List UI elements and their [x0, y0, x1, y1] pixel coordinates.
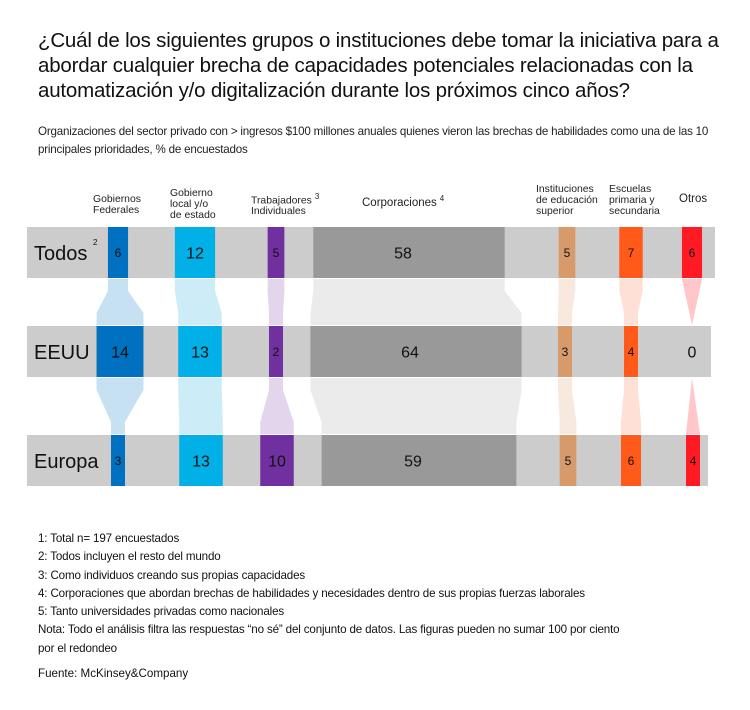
bar-corp-todos	[313, 227, 505, 278]
column-header-local-line: Gobierno	[170, 188, 213, 199]
value-label-esc-eeuu: 4	[628, 345, 635, 359]
flow-fed-0	[96, 279, 144, 325]
footnote-3: 3: Como individuos creando sus propias c…	[38, 568, 306, 582]
bar-esc-europa	[620, 435, 642, 486]
flow-otros-1	[686, 378, 700, 434]
value-label-fed-todos: 6	[115, 246, 122, 260]
footnote-note: Nota: Todo el análisis filtra las respue…	[38, 623, 620, 637]
flow-corp-1	[310, 378, 522, 434]
bar-trab-todos	[267, 227, 285, 278]
value-label-educ-eeuu: 3	[562, 345, 569, 359]
value-label-otros-europa: 4	[690, 454, 697, 468]
value-label-local-eeuu: 13	[191, 344, 209, 361]
value-label-otros-todos: 6	[689, 246, 696, 260]
column-header-esc: Escuelas primaria y secundaria	[609, 184, 660, 217]
bar-local-eeuu	[178, 326, 222, 377]
row-footnote-todos: 2	[93, 238, 98, 247]
flow-local-0	[174, 279, 222, 325]
footnote-5: 5: Tanto universidades privadas como nac…	[38, 605, 285, 619]
value-label-trab-europa: 10	[268, 453, 286, 470]
column-header-educ-line: superior	[536, 206, 574, 217]
column-header-local-line: local y/o	[170, 199, 209, 210]
flow-trab-1	[260, 378, 294, 434]
value-label-corp-eeuu: 64	[401, 344, 419, 361]
flow-esc-1	[620, 378, 642, 434]
footnote-note-cont: por el redondeo	[38, 641, 117, 655]
column-header-corp-footnote: 4	[439, 194, 445, 203]
value-label-fed-eeuu: 14	[111, 344, 129, 361]
value-label-trab-todos: 5	[273, 246, 280, 260]
bar-local-todos	[174, 227, 216, 278]
row-label-eeuu: EEUU	[34, 342, 90, 364]
column-header-corp: Corporaciones 4	[362, 193, 444, 209]
footnote-1: 1: Total n= 197 encuestados	[38, 532, 180, 545]
flow-corp-0	[310, 279, 522, 325]
row-label-todos: Todos	[34, 243, 87, 265]
footnote-4: 4: Corporaciones que abordan brechas de …	[38, 586, 585, 600]
value-label-esc-europa: 6	[628, 454, 635, 468]
bar-otros-europa	[686, 435, 700, 486]
bar-educ-eeuu	[558, 326, 572, 377]
column-header-esc-line: Escuelas	[609, 184, 652, 195]
column-header-fed-line: Federales	[93, 205, 140, 216]
footnote-2: 2: Todos incluyen el resto del mundo	[38, 550, 221, 564]
flow-fed-1	[96, 378, 144, 434]
bar-trab-europa	[260, 435, 294, 486]
bar-corp-eeuu	[310, 326, 522, 377]
bar-corp-europa	[321, 435, 517, 486]
column-header-educ: Instituciones de educación superior	[536, 184, 598, 217]
bar-fed-eeuu	[96, 326, 144, 377]
flow-otros-0	[681, 279, 703, 325]
flow-educ-1	[558, 378, 577, 434]
value-label-educ-todos: 5	[564, 246, 571, 260]
bar-fed-todos	[107, 227, 129, 278]
bar-esc-todos	[619, 227, 643, 278]
column-header-local-line: de estado	[170, 210, 216, 221]
source-credit: Fuente: McKinsey&Company	[38, 667, 189, 680]
column-header-fed: Gobiernos Federales	[93, 194, 141, 216]
bar-otros-todos	[681, 227, 703, 278]
row-label-europa: Europa	[34, 451, 99, 473]
value-label-educ-europa: 5	[565, 454, 572, 468]
footnotes: 1: Total n= 197 encuestados 2: Todos inc…	[38, 530, 738, 658]
column-header-fed-line: Gobiernos	[93, 194, 141, 205]
column-header-otros: Otros	[679, 193, 708, 205]
bar-esc-eeuu	[624, 326, 638, 377]
flow-educ-0	[558, 279, 576, 325]
column-header-trab-footnote: 3	[314, 192, 320, 201]
value-label-corp-europa: 59	[404, 453, 422, 470]
value-label-fed-europa: 3	[115, 454, 122, 468]
column-header-trab-line: Individuales	[251, 206, 306, 218]
column-header-esc-line: primaria y	[609, 195, 655, 206]
flow-trab-0	[267, 279, 285, 325]
bar-educ-todos	[558, 227, 576, 278]
chart-title: ¿Cuál de los siguientes grupos o institu…	[38, 29, 719, 102]
value-label-local-europa: 13	[192, 453, 210, 470]
value-label-esc-todos: 7	[628, 246, 635, 260]
flow-local-1	[178, 378, 223, 434]
chart-subtitle: Organizaciones del sector privado con > …	[38, 125, 709, 156]
column-header-esc-line: secundaria	[609, 206, 660, 217]
column-header-corp-line: Corporaciones 4	[362, 194, 445, 209]
flow-esc-0	[619, 279, 643, 325]
value-label-otros-eeuu: 0	[688, 344, 697, 361]
column-header-otros-line: Otros	[679, 193, 708, 205]
value-label-local-todos: 12	[186, 245, 204, 262]
value-label-trab-eeuu: 2	[273, 345, 280, 359]
column-header-educ-line: de educación	[536, 195, 598, 206]
column-header-educ-line: Instituciones	[536, 184, 594, 195]
value-label-corp-todos: 58	[394, 245, 412, 262]
column-header-trab: Trabajadores 3 Individuales	[251, 191, 319, 217]
column-header-local: Gobierno local y/o de estado	[170, 188, 216, 221]
bar-trab-eeuu	[269, 326, 283, 377]
bar-educ-europa	[559, 435, 577, 486]
bar-local-europa	[179, 435, 223, 486]
bar-fed-europa	[111, 435, 125, 486]
column-header-trab-line: Trabajadores 3	[251, 192, 320, 207]
